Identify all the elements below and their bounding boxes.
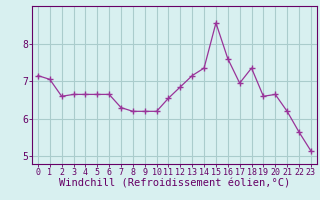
X-axis label: Windchill (Refroidissement éolien,°C): Windchill (Refroidissement éolien,°C): [59, 179, 290, 189]
